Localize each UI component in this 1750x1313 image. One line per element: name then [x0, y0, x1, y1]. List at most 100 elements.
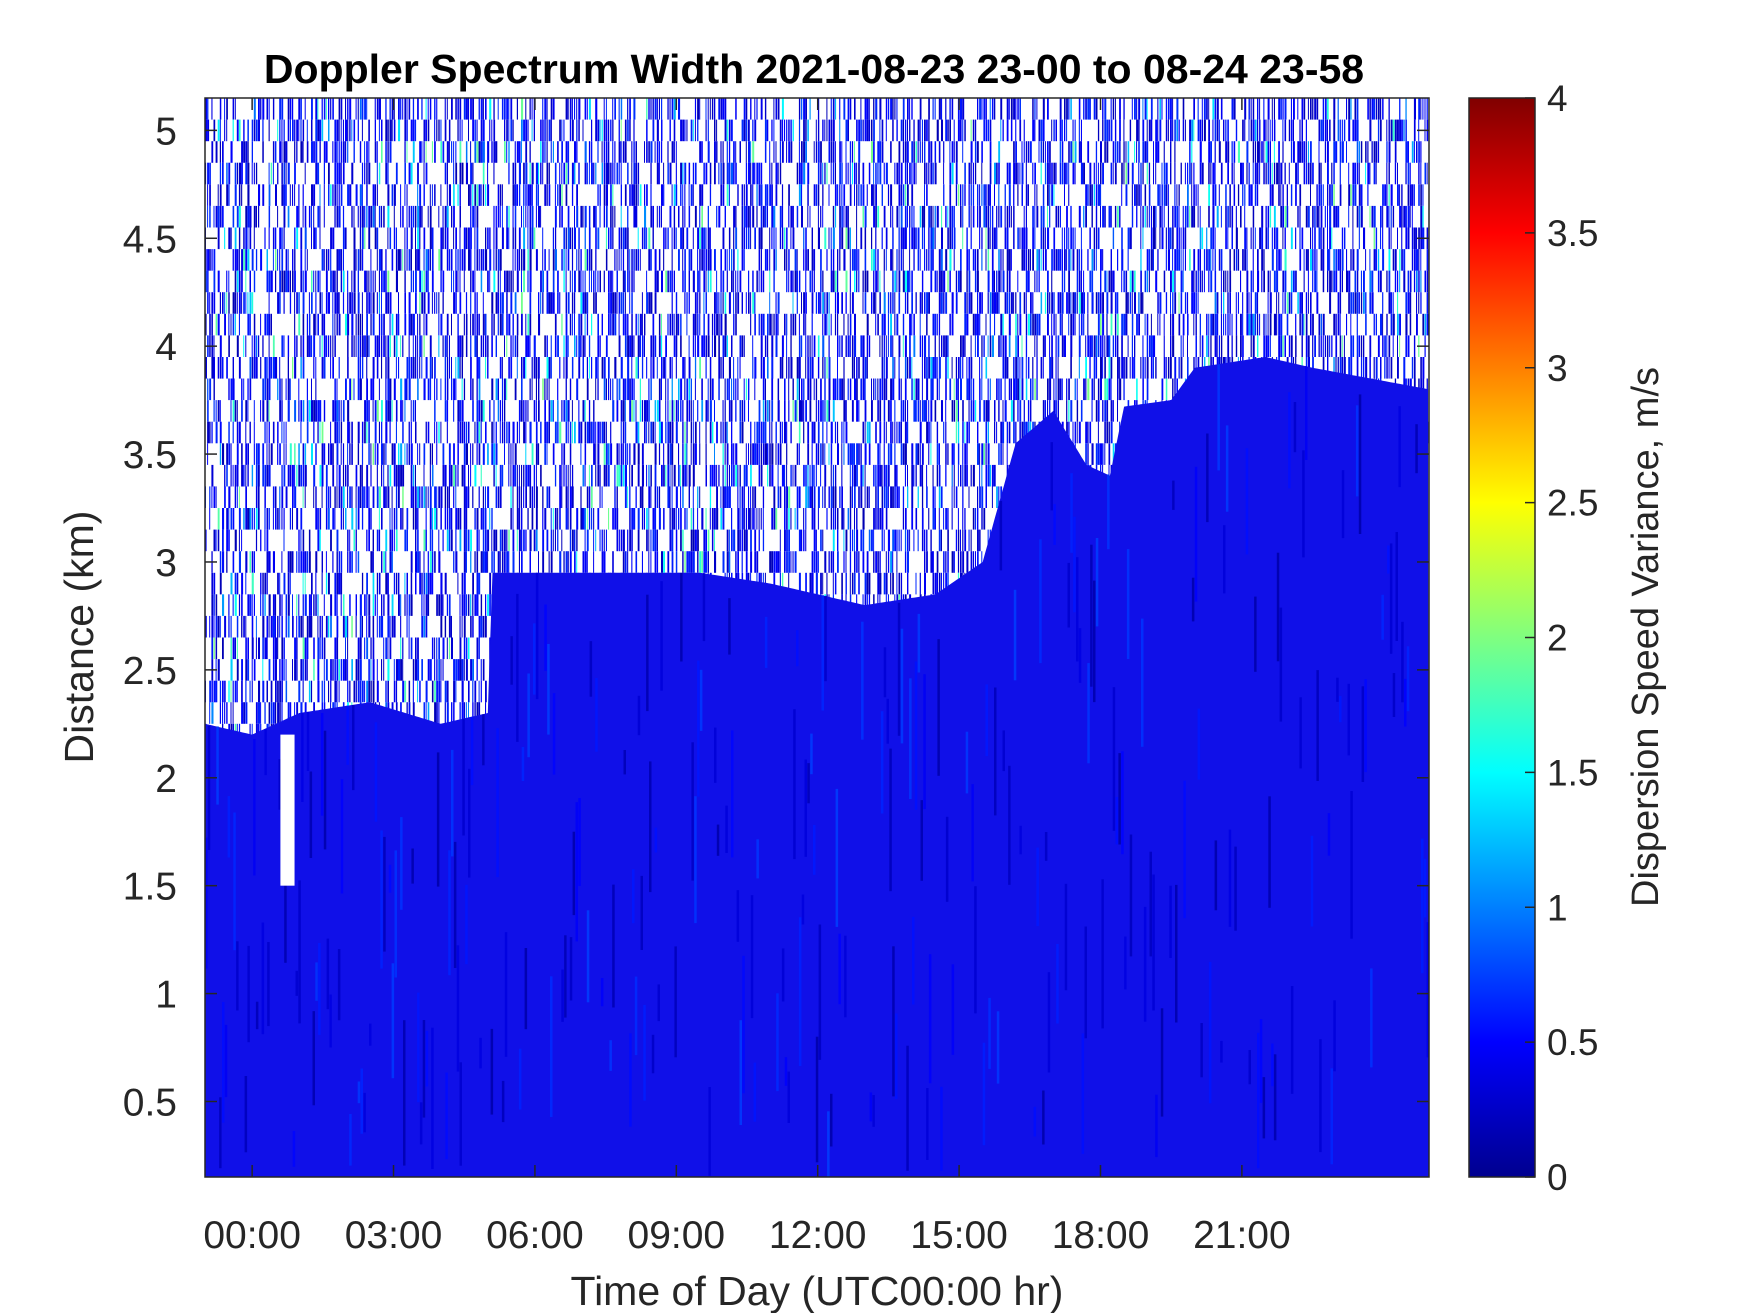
heatmap-cell	[773, 119, 775, 142]
heatmap-cell	[349, 551, 351, 573]
heatmap-cell	[410, 357, 413, 379]
heatmap-cell	[900, 400, 903, 422]
heatmap-cell	[387, 659, 390, 681]
heatmap-cell	[368, 680, 370, 703]
heatmap-cell	[563, 551, 565, 573]
heatmap-cell	[544, 98, 547, 120]
heatmap-cell	[667, 141, 669, 163]
heatmap-cell	[849, 292, 851, 314]
heatmap-cell	[219, 205, 222, 228]
heatmap-cell	[219, 615, 221, 638]
heatmap-cell	[410, 119, 413, 142]
heatmap-cell	[879, 162, 882, 185]
heatmap-cell	[476, 313, 479, 336]
heatmap-cell	[232, 313, 235, 336]
heatmap-cell	[633, 335, 635, 357]
heatmap-cell	[518, 400, 521, 422]
heatmap-cell	[813, 464, 815, 487]
heatmap-cell	[400, 205, 402, 228]
heatmap-cell	[272, 637, 275, 660]
heatmap-cell	[491, 529, 493, 552]
heatmap-cell	[440, 227, 443, 250]
heatmap-cell	[523, 227, 526, 250]
heatmap-cell	[438, 680, 441, 703]
heatmap-cell	[364, 270, 367, 293]
heatmap-cell	[446, 400, 449, 422]
heatmap-cell	[516, 98, 518, 120]
heatmap-cell	[423, 292, 426, 314]
heatmap-cell	[395, 572, 398, 595]
heatmap-cell	[459, 400, 462, 422]
heatmap-cell	[453, 551, 455, 573]
heatmap-cell	[864, 443, 867, 465]
heatmap-cell	[292, 594, 293, 616]
heatmap-cell	[701, 184, 704, 206]
heatmap-cell	[546, 292, 549, 314]
heatmap-cell	[894, 292, 896, 314]
heatmap-cell	[675, 551, 678, 573]
heatmap-cell	[277, 378, 279, 401]
heatmap-cell	[533, 400, 536, 422]
heatmap-cell	[760, 313, 763, 336]
heatmap-cell	[686, 313, 688, 336]
heatmap-cell	[788, 508, 790, 530]
heatmap-cell	[680, 313, 682, 336]
heatmap-cell	[232, 292, 235, 314]
heatmap-cell	[476, 443, 478, 465]
heatmap-cell	[359, 464, 362, 487]
heatmap-cell	[474, 335, 477, 357]
heatmap-cell	[395, 464, 398, 487]
heatmap-cell	[584, 529, 586, 552]
heatmap-cell	[554, 421, 557, 444]
heatmap-cell	[461, 335, 464, 357]
heatmap-cell	[868, 98, 870, 120]
heatmap-cell	[822, 400, 824, 422]
heatmap-cell	[251, 637, 254, 660]
heatmap-cell	[531, 357, 533, 379]
heatmap-cell	[652, 335, 655, 357]
heatmap-cell	[582, 292, 585, 314]
heatmap-cell	[457, 659, 460, 681]
heatmap-cell	[824, 227, 827, 250]
heatmap-cell	[748, 141, 750, 163]
heatmap-cell	[463, 227, 466, 250]
heatmap-cell	[516, 486, 519, 508]
heatmap-cell	[707, 529, 710, 552]
heatmap-cell	[281, 659, 284, 681]
heatmap-cell	[781, 464, 784, 487]
heatmap-cell	[856, 551, 858, 573]
heatmap-cell	[357, 551, 360, 573]
heatmap-cell	[868, 572, 871, 595]
heatmap-cell	[805, 508, 807, 530]
heatmap-cell	[815, 400, 817, 422]
heatmap-cell	[211, 98, 213, 120]
heatmap-cell	[385, 162, 388, 185]
heatmap-cell	[771, 508, 773, 530]
heatmap-cell	[620, 162, 622, 185]
heatmap-cell	[760, 205, 763, 228]
heatmap-cell	[315, 508, 318, 530]
heatmap-cell	[438, 637, 440, 660]
heatmap-cell	[374, 184, 376, 206]
heatmap-cell	[308, 615, 311, 638]
heatmap-cell	[608, 292, 610, 314]
heatmap-cell	[376, 443, 379, 465]
heatmap-cell	[480, 680, 482, 703]
heatmap-cell	[752, 335, 754, 357]
heatmap-cell	[559, 184, 561, 206]
heatmap-cell	[236, 637, 238, 660]
heatmap-cell	[523, 400, 525, 422]
heatmap-cell	[862, 162, 865, 185]
heatmap-cell	[319, 205, 321, 228]
heatmap-cell	[646, 529, 648, 552]
heatmap-cell	[671, 508, 674, 530]
heatmap-cell	[741, 335, 744, 357]
heatmap-cell	[673, 141, 675, 163]
heatmap-cell	[663, 551, 665, 573]
heatmap-cell	[277, 637, 279, 660]
heatmap-cell	[470, 184, 472, 206]
heatmap-cell	[629, 486, 631, 508]
heatmap-cell	[775, 141, 777, 163]
heatmap-cell	[523, 205, 525, 228]
heatmap-cell	[612, 378, 614, 401]
